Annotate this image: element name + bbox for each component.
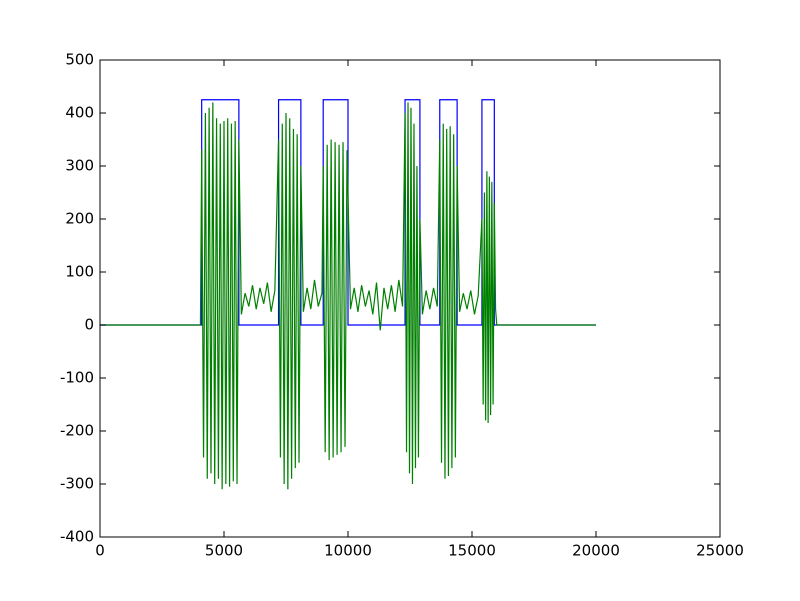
y-tick-label: 0 [84, 316, 94, 334]
x-tick-label: 20000 [572, 542, 620, 560]
y-tick-label: 300 [65, 157, 94, 175]
x-tick-label: 15000 [448, 542, 496, 560]
x-tick-label: 5000 [205, 542, 243, 560]
y-tick-label: -100 [60, 369, 94, 387]
axes-frame [99, 59, 721, 538]
y-tick-label: -300 [60, 475, 94, 493]
y-tick-label: 400 [65, 104, 94, 122]
y-tick-label: -200 [60, 422, 94, 440]
series-line [100, 102, 596, 490]
y-tick-label: 200 [65, 210, 94, 228]
plot-area [100, 99, 596, 490]
x-tick-label: 25000 [696, 542, 744, 560]
y-tick-label: 500 [65, 51, 94, 69]
series-line [100, 99, 596, 326]
x-tick-label: 0 [95, 542, 105, 560]
y-tick-label: 100 [65, 263, 94, 281]
x-tick-label: 10000 [324, 542, 372, 560]
y-tick-label: -400 [60, 528, 94, 546]
